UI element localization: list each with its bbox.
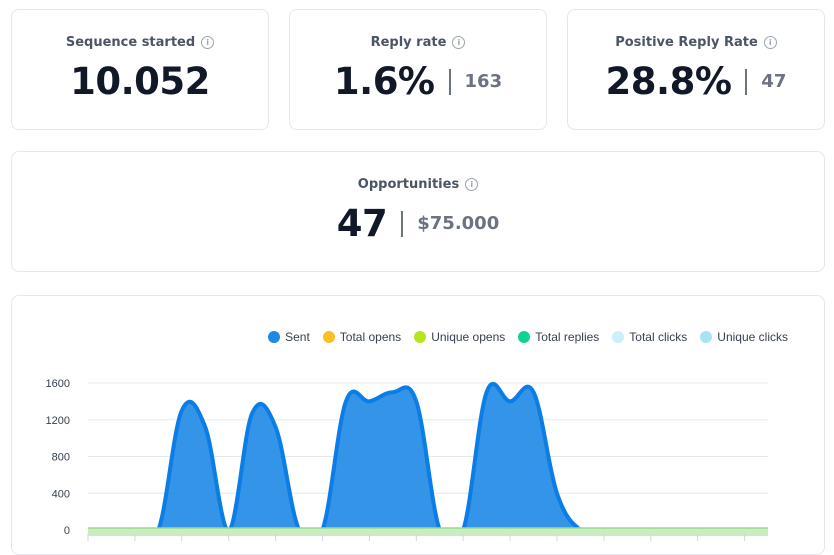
legend-dot-total-opens bbox=[322, 331, 335, 343]
baseline-series-band bbox=[88, 528, 768, 536]
positive-reply-rate-value-row: 28.8% 47 bbox=[568, 60, 824, 103]
legend-item-sent[interactable]: Sent bbox=[268, 330, 310, 344]
positive-reply-rate-card: Positive Reply Rate i 28.8% 47 bbox=[567, 9, 825, 130]
legend-label-unique-opens: Unique opens bbox=[431, 330, 506, 344]
opportunities-title: Opportunities i bbox=[12, 177, 824, 192]
legend-label-total-opens: Total opens bbox=[339, 330, 402, 344]
legend-label-sent: Sent bbox=[285, 330, 310, 344]
sequence-started-title: Sequence started i bbox=[12, 35, 268, 50]
legend-dot-unique-opens bbox=[414, 331, 427, 343]
positive-reply-rate-title: Positive Reply Rate i bbox=[568, 35, 824, 50]
info-icon[interactable]: i bbox=[465, 178, 479, 191]
reply-count: 163 bbox=[464, 71, 503, 92]
positive-reply-rate-label: Positive Reply Rate bbox=[615, 35, 758, 50]
reply-rate-title: Reply rate i bbox=[290, 35, 546, 50]
y-tick-label: 400 bbox=[52, 488, 70, 500]
reply-rate-value: 1.6% bbox=[333, 60, 435, 103]
legend-item-total-opens[interactable]: Total opens bbox=[322, 330, 402, 344]
positive-reply-count: 47 bbox=[761, 71, 787, 92]
reply-rate-card: Reply rate i 1.6% 163 bbox=[289, 9, 547, 130]
opportunities-card: Opportunities i 47 $75.000 bbox=[11, 151, 825, 272]
reply-rate-value-row: 1.6% 163 bbox=[290, 60, 546, 103]
reply-rate-label: Reply rate bbox=[370, 35, 447, 50]
legend-dot-total-clicks bbox=[612, 331, 625, 343]
area-chart: 0 400 800 1200 1600 bbox=[46, 378, 768, 541]
legend-label-total-clicks: Total clicks bbox=[629, 330, 688, 344]
legend-item-total-replies[interactable]: Total replies bbox=[518, 330, 599, 344]
opportunities-value-row: 47 $75.000 bbox=[12, 202, 824, 245]
divider bbox=[401, 210, 404, 237]
legend-item-unique-opens[interactable]: Unique opens bbox=[414, 330, 505, 344]
legend-dot-unique-clicks bbox=[700, 331, 713, 343]
positive-reply-rate-value: 28.8% bbox=[605, 60, 732, 103]
sequence-started-value: 10.052 bbox=[70, 60, 210, 103]
y-tick-label: 1600 bbox=[46, 378, 70, 390]
legend-dot-total-replies bbox=[518, 331, 531, 343]
divider bbox=[448, 68, 451, 95]
sequence-started-label: Sequence started bbox=[65, 35, 196, 50]
legend-dot-sent bbox=[268, 331, 281, 343]
divider bbox=[745, 68, 748, 95]
sequence-started-value-row: 10.052 bbox=[12, 60, 268, 103]
sequence-started-card: Sequence started i 10.052 bbox=[11, 9, 269, 130]
chart-legend: Sent Total opens Unique opens Total repl… bbox=[268, 330, 788, 344]
sent-area[interactable] bbox=[88, 383, 768, 530]
info-icon[interactable]: i bbox=[763, 36, 777, 49]
legend-item-unique-clicks[interactable]: Unique clicks bbox=[700, 330, 788, 344]
opportunities-label: Opportunities bbox=[357, 177, 460, 192]
info-icon[interactable]: i bbox=[452, 36, 466, 49]
y-tick-label: 1200 bbox=[46, 415, 70, 427]
legend-item-total-clicks[interactable]: Total clicks bbox=[612, 330, 687, 344]
opportunities-amount: $75.000 bbox=[417, 213, 500, 234]
y-tick-label: 800 bbox=[52, 452, 70, 464]
legend-label-unique-clicks: Unique clicks bbox=[717, 330, 788, 344]
legend-label-total-replies: Total replies bbox=[535, 330, 600, 344]
y-tick-label: 0 bbox=[64, 525, 70, 537]
info-icon[interactable]: i bbox=[201, 36, 215, 49]
opportunities-value: 47 bbox=[336, 202, 388, 245]
